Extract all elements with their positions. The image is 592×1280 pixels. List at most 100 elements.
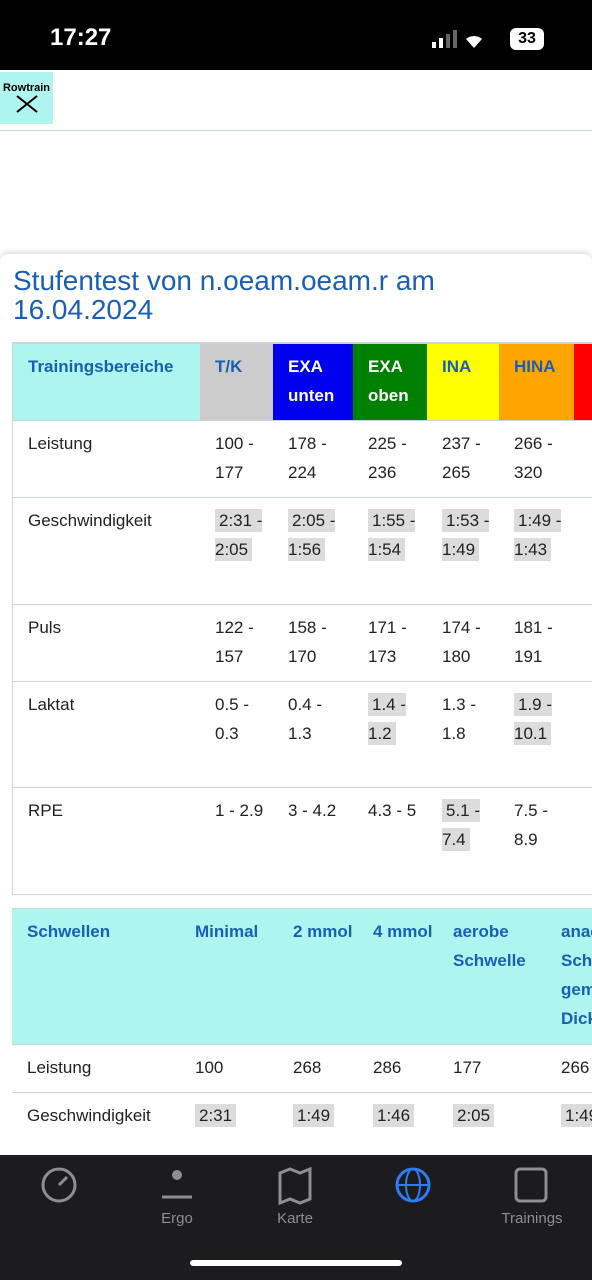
cell-text: 2:05 — [453, 1104, 495, 1127]
cell: 268 — [278, 1044, 358, 1093]
cell: 171 - 173 — [353, 604, 427, 682]
cell-text: 178 - 224 — [288, 434, 327, 482]
cell-text: 1 - 2.9 — [215, 801, 264, 820]
row: Leistung 100 - 177 178 - 224 225 - 236 237 -… — [13, 420, 592, 498]
cell: 122 - 157 — [200, 604, 273, 682]
cell: 1 - 2.9 — [200, 787, 273, 894]
cell — [574, 604, 592, 682]
cell-text: Leistung — [27, 1058, 92, 1077]
cell: RPE — [13, 787, 200, 894]
cell: 1:49 — [278, 1092, 358, 1141]
row: Geschwindigkeit 2:31 1:49 1:46 2:05 1:49 — [12, 1092, 592, 1141]
cell-text: 0.5 - 0.3 — [215, 695, 250, 743]
header-cell: Trainingsbereiche — [13, 343, 200, 421]
header-cell: Schwellen — [12, 908, 180, 1045]
cell: 100 — [180, 1044, 278, 1093]
table: Trainingsbereiche T/K EXA unten EXA oben INA… — [13, 343, 592, 894]
cell-text: 100 - 177 — [215, 434, 254, 482]
cell-text: 1:49 - 1:43 — [514, 509, 562, 561]
cell-text: Leistung — [28, 434, 93, 453]
tab-icons — [41, 1167, 548, 1206]
cell: 1:55 - 1:54 — [353, 497, 427, 605]
cell: 0.4 - 1.3 — [273, 681, 353, 788]
cell-text: 1:49 — [293, 1104, 335, 1127]
cell-text: RPE — [28, 801, 63, 820]
logo-text: Rowtrain — [2, 82, 51, 94]
logo[interactable]: Rowtrain — [0, 72, 53, 124]
cell: Laktat — [13, 681, 200, 788]
time: 17:27 — [50, 24, 112, 51]
cell-text: 1:55 - 1:54 — [368, 509, 416, 561]
row: Laktat 0.5 - 0.3 0.4 - 1.3 1.4 - 1.2 1.3 - 1… — [13, 681, 592, 788]
cell: 286 — [358, 1044, 438, 1093]
cell: 2:31 - 2:05 — [200, 497, 273, 605]
tab-trainings[interactable]: Trainings — [501, 1210, 563, 1227]
cell-text: 174 - 180 — [442, 618, 481, 666]
cell: Leistung — [12, 1044, 180, 1093]
cell: 266 - 320 — [499, 420, 574, 498]
header-cell: EXA oben — [353, 343, 427, 421]
cell-text: 0.4 - 1.3 — [288, 695, 323, 743]
cell-text: 3 - 4.2 — [288, 801, 337, 820]
cell: Geschwindigkeit — [13, 497, 200, 605]
header-row: Trainingsbereiche T/K EXA unten EXA oben INA… — [13, 343, 592, 421]
cell: 225 - 236 — [353, 420, 427, 498]
cell: Geschwindigkeit — [12, 1092, 180, 1141]
cell: 2:05 - 1:56 — [273, 497, 353, 605]
cell: 178 - 224 — [273, 420, 353, 498]
cell: 1:49 — [546, 1092, 592, 1141]
row: Leistung 100 268 286 177 266 — [12, 1044, 592, 1093]
tab-ergo[interactable]: Ergo — [161, 1210, 193, 1227]
header-cell — [574, 343, 592, 421]
cell-text: Puls — [28, 618, 62, 637]
header-cell: EXA unten — [273, 343, 353, 421]
cell-text: Geschwindigkeit — [28, 511, 152, 530]
cell-text: 100 — [195, 1058, 224, 1077]
cell — [574, 420, 592, 498]
cell-text: 7.5 - 8.9 — [514, 801, 549, 849]
cell-text: 2:05 - 1:56 — [288, 509, 336, 561]
cell-text: 1:46 — [373, 1104, 415, 1127]
cell: 174 - 180 — [427, 604, 499, 682]
signal-wifi — [432, 30, 482, 48]
oars — [15, 95, 38, 113]
cell: 1:49 - 1:43 — [499, 497, 574, 605]
cell-text: 225 - 236 — [368, 434, 407, 482]
cell-text: 266 — [561, 1058, 590, 1077]
cell-text: 4.3 - 5 — [368, 801, 417, 820]
header-cell: INA — [427, 343, 499, 421]
cell: 1.9 - 10.1 — [499, 681, 574, 788]
cell: 1.3 - 1.8 — [427, 681, 499, 788]
cell-text: 122 - 157 — [215, 618, 254, 666]
header-cell: 4 mmol — [358, 908, 438, 1045]
zones-table: Trainingsbereiche T/K EXA unten EXA oben INA… — [12, 342, 592, 895]
cell: Puls — [13, 604, 200, 682]
cell-text: 237 - 265 — [442, 434, 481, 482]
cell-text: 1.3 - 1.8 — [442, 695, 477, 743]
tab-karte[interactable]: Karte — [277, 1210, 313, 1227]
cell-text: 1.4 - 1.2 — [368, 693, 407, 745]
header-cell: Minimal — [180, 908, 278, 1045]
cell-text: 266 - 320 — [514, 434, 553, 482]
cell — [574, 681, 592, 788]
cell-text: 1:49 — [561, 1104, 592, 1127]
cell: 5.1 - 7.4 — [427, 787, 499, 894]
cell: 158 - 170 — [273, 604, 353, 682]
cell — [574, 497, 592, 605]
cell: 1:46 — [358, 1092, 438, 1141]
header-cell: 2 mmol — [278, 908, 358, 1045]
cell: Leistung — [13, 420, 200, 498]
cell-text: 171 - 173 — [368, 618, 407, 666]
page-title: Stufentest von n.oeam.oeam.r am 16.04.20… — [13, 265, 435, 325]
cell: 177 — [438, 1044, 546, 1093]
header-row: Schwellen Minimal 2 mmol 4 mmol aerobe Schwe… — [12, 908, 592, 1045]
status-bar: 17:27 33 — [0, 0, 592, 70]
cell-text: 1:53 - 1:49 — [442, 509, 490, 561]
header-cell: T/K — [200, 343, 273, 421]
header-cell: anaerobe Schwelle gemäß Dickhuth — [546, 908, 592, 1045]
cell-text: Geschwindigkeit — [27, 1106, 151, 1125]
cell — [574, 787, 592, 894]
app-header: Rowtrain — [0, 70, 592, 131]
table: Schwellen Minimal 2 mmol 4 mmol aerobe Schwe… — [12, 908, 592, 1141]
